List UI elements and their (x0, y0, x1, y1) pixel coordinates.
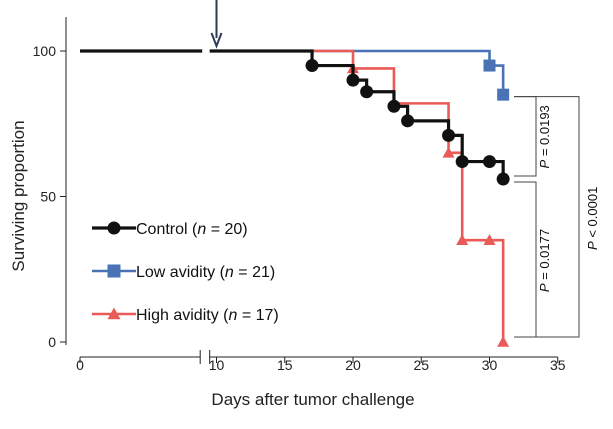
series-high (80, 49, 510, 347)
p-value-low-vs-high: P < 0.0001 (585, 187, 600, 250)
x-tick-label: 15 (277, 357, 293, 373)
legend-label: High avidity (n = 17) (136, 307, 279, 324)
x-axis-label: Days after tumor challenge (211, 390, 414, 409)
legend-item-low: Low avidity (n = 21) (92, 264, 275, 281)
p-symbol: P (537, 159, 552, 168)
series-control-line (80, 49, 505, 180)
x-tick-label: 25 (413, 357, 429, 373)
series-layer (80, 47, 510, 347)
series-high-line (80, 49, 505, 342)
series-control-point (387, 99, 401, 113)
y-tick-label: 50 (40, 189, 56, 205)
x-tick-label: 0 (76, 357, 84, 373)
series-high-point (497, 336, 510, 347)
p-value-low-vs-control: P = 0.0193 (537, 105, 552, 168)
annotation-arrow-head (210, 32, 223, 49)
legend: Control (n = 20)Low avidity (n = 21)High… (92, 221, 279, 324)
axes: 0 10 15 20 25 30 35 0 50 100 (33, 0, 566, 373)
legend-series-name: High avidity ( (136, 307, 229, 324)
legend-n-value: = 21) (234, 264, 275, 281)
p-value: < 0.0001 (585, 187, 600, 242)
x-tick-label: 20 (345, 357, 361, 373)
legend-label: Control (n = 20) (136, 221, 248, 238)
legend-swatch-marker (107, 264, 121, 278)
p-value: = 0.0177 (537, 229, 552, 284)
legend-n-symbol: n (228, 307, 237, 324)
series-low-point (497, 88, 510, 101)
series-control-point (346, 73, 360, 87)
bracket-low-vs-high (514, 96, 580, 338)
legend-series-name: Low avidity ( (136, 264, 226, 281)
series-low (80, 49, 510, 101)
legend-label: Low avidity (n = 21) (136, 264, 275, 281)
legend-swatch-marker (107, 221, 121, 235)
series-control-point (401, 114, 415, 128)
x-tick-label: 35 (550, 357, 566, 373)
p-symbol: P (585, 241, 600, 250)
series-high-point (483, 234, 496, 245)
y-axis-label: Surviving proportion (9, 120, 28, 271)
series-control-point (360, 85, 374, 99)
series-control-point (483, 155, 496, 169)
p-value: = 0.0193 (537, 105, 552, 160)
series-control-point (496, 172, 510, 186)
series-high-point (442, 146, 455, 158)
p-value-control-vs-high: P = 0.0177 (537, 229, 552, 292)
legend-n-symbol: n (197, 221, 206, 238)
curve-break-gap (202, 47, 210, 55)
legend-series-name: Control ( (136, 221, 198, 238)
bracket-control-vs-high (514, 181, 537, 338)
legend-n-value: = 17) (237, 307, 278, 324)
series-control (80, 49, 510, 186)
x-tick-label: 30 (482, 357, 498, 373)
y-tick-label: 100 (33, 43, 57, 59)
legend-n-value: = 20) (206, 221, 247, 238)
legend-item-high: High avidity (n = 17) (92, 307, 279, 324)
legend-item-control: Control (n = 20) (92, 221, 248, 238)
series-high-point (456, 234, 469, 245)
series-control-point (442, 128, 456, 142)
bracket-low-vs-control (514, 96, 537, 177)
series-control-point (455, 155, 469, 169)
series-control-point (305, 59, 319, 73)
legend-n-symbol: n (225, 264, 234, 281)
series-low-point (483, 59, 496, 72)
legend-swatch-marker (107, 307, 121, 320)
y-tick-label: 0 (48, 334, 56, 350)
x-tick-label: 10 (209, 357, 225, 373)
p-symbol: P (537, 283, 552, 292)
series-low-line (80, 49, 505, 95)
